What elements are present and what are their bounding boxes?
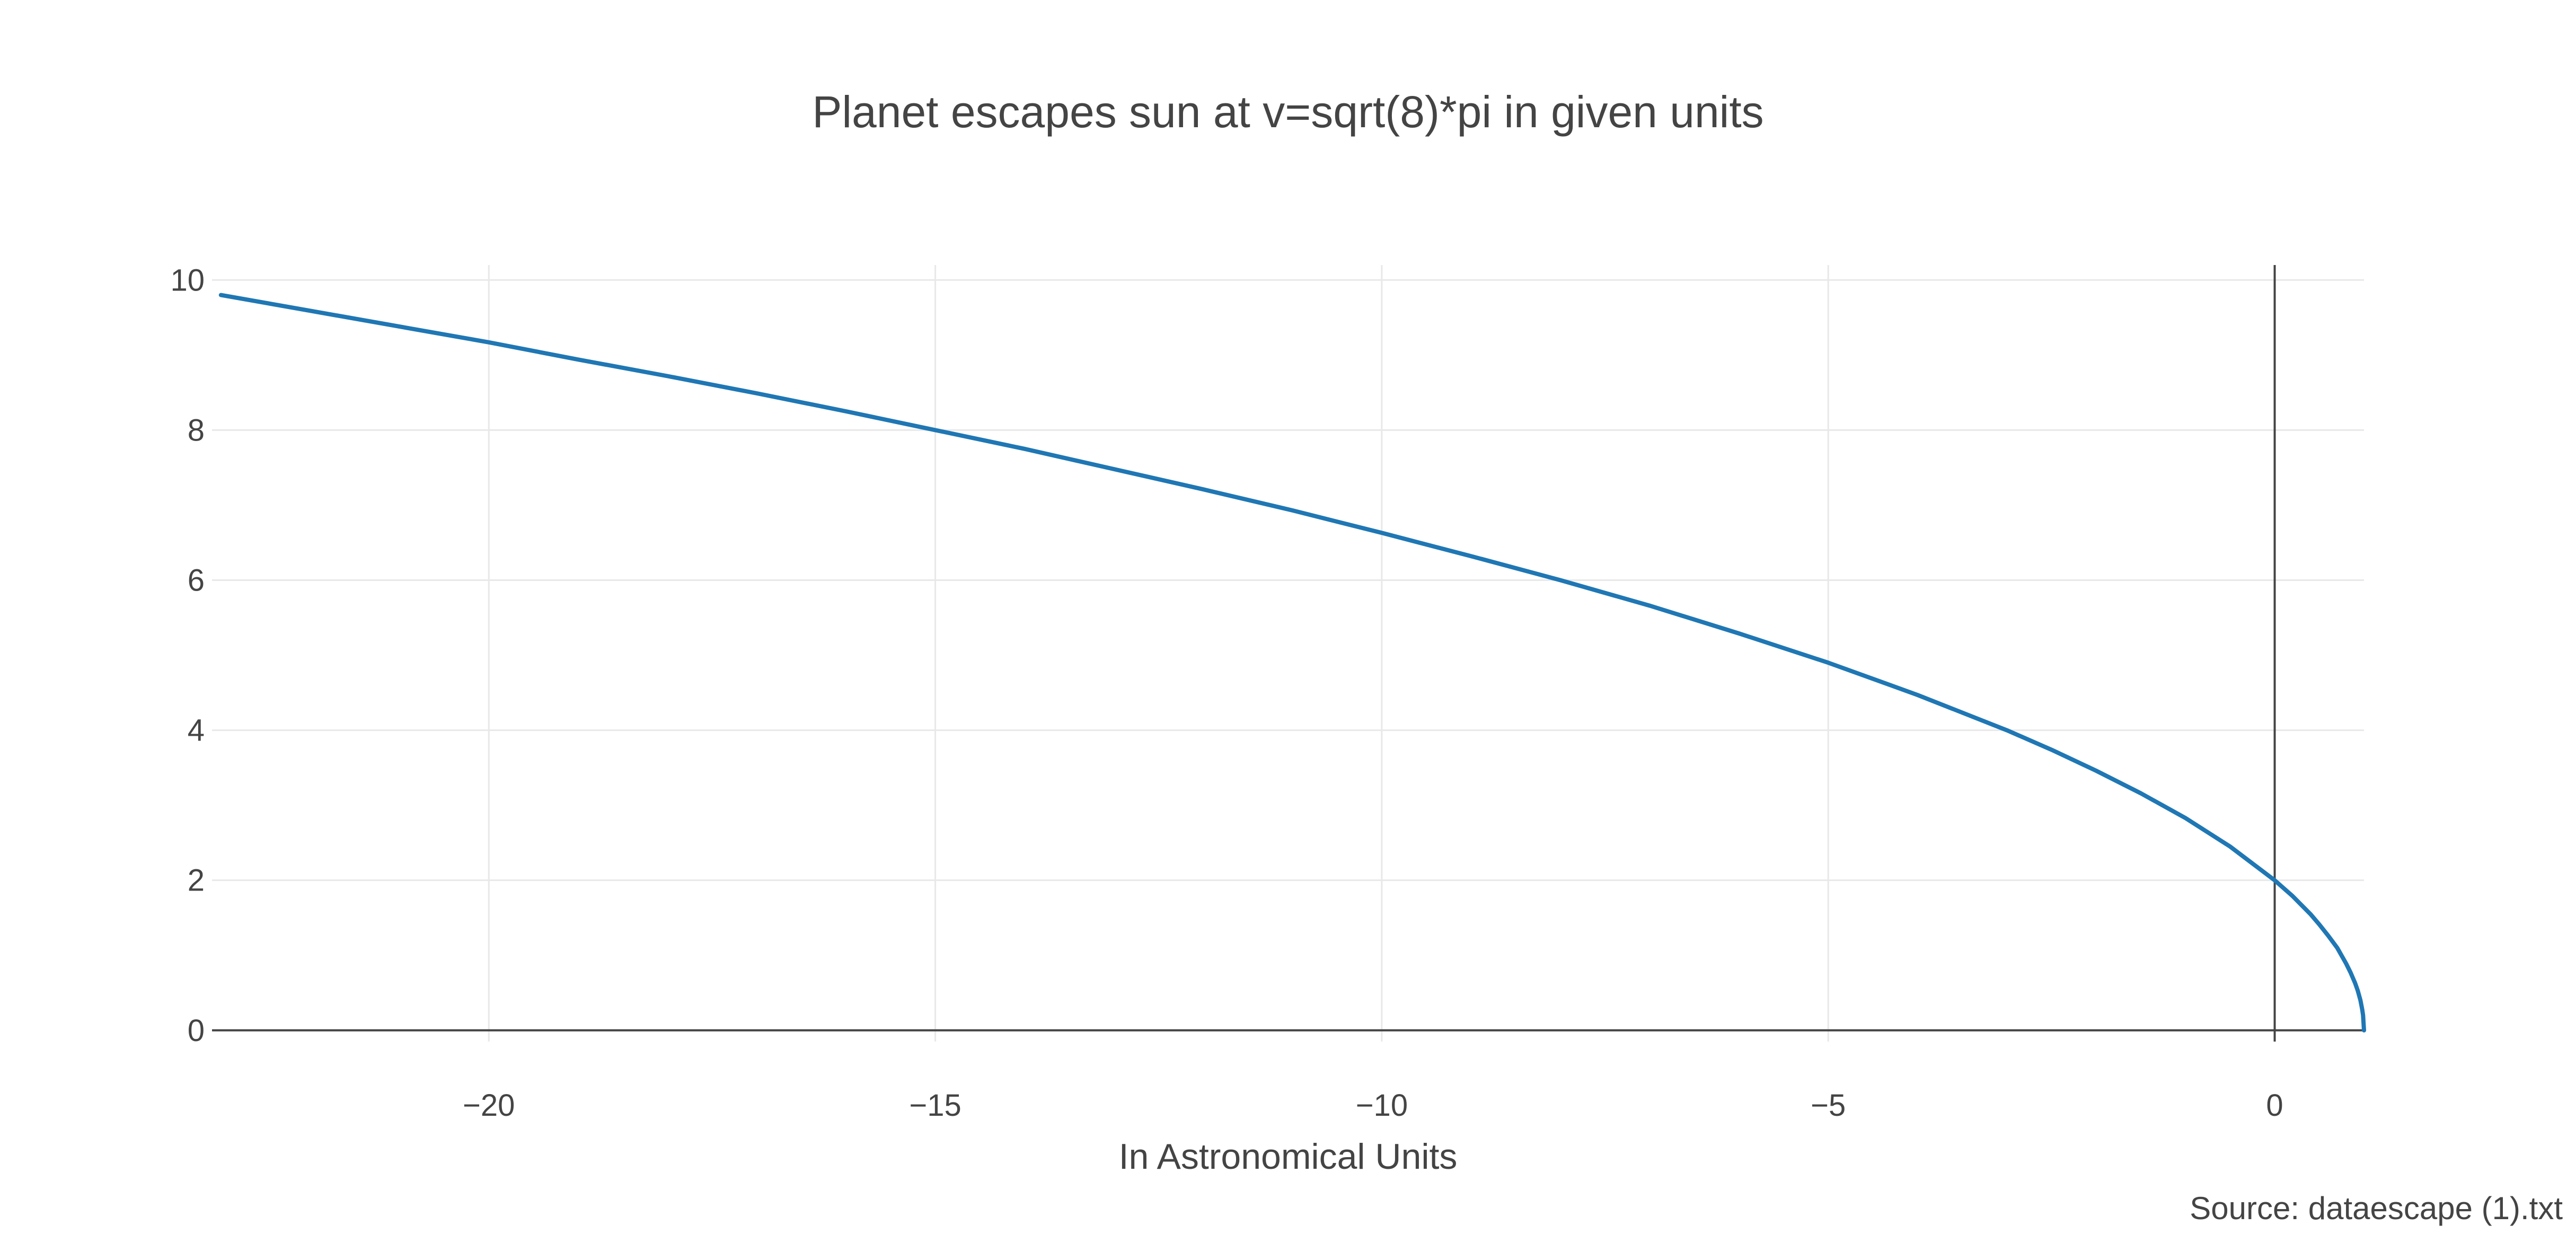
x-tick-label: −20	[463, 1088, 515, 1123]
x-tick-label: −10	[1356, 1088, 1408, 1123]
ticks-layer: −20 −15 −10 −5 0 0 2 4 6 8 10	[170, 263, 2283, 1123]
x-axis-title: In Astronomical Units	[1119, 1136, 1458, 1177]
series-layer	[218, 293, 2366, 1033]
grid-layer	[212, 265, 2364, 1042]
y-tick-label: 10	[170, 263, 205, 297]
y-tick-label: 8	[188, 413, 205, 447]
axes-layer	[212, 265, 2364, 1042]
x-tick-label: −5	[1811, 1088, 1846, 1123]
y-tick-label: 0	[188, 1013, 205, 1048]
series-line	[218, 293, 2366, 1033]
x-tick-label: 0	[2266, 1088, 2283, 1123]
chart-title: Planet escapes sun at v=sqrt(8)*pi in gi…	[812, 87, 1763, 137]
y-tick-label: 2	[188, 863, 205, 898]
x-tick-label: −15	[909, 1088, 961, 1123]
y-tick-label: 4	[188, 713, 205, 748]
y-tick-label: 6	[188, 563, 205, 597]
source-note: Source: dataescape (1).txt	[2190, 1191, 2563, 1226]
